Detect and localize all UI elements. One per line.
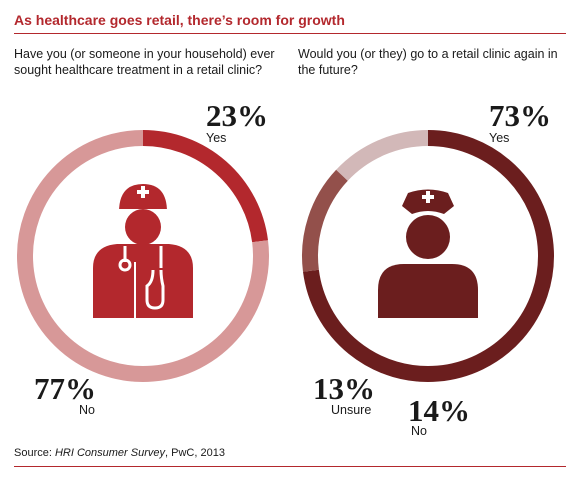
- right-no-percent: 14%: [408, 393, 470, 428]
- doctor-icon: [93, 184, 193, 318]
- source-survey-name: HRI Consumer Survey: [54, 447, 166, 459]
- source-suffix: , PwC, 2013: [165, 447, 225, 459]
- source-note: Source: HRI Consumer Survey, PwC, 2013: [14, 447, 225, 459]
- left-no-label: No: [79, 403, 95, 417]
- left-donut: [17, 130, 269, 382]
- right-donut: [302, 130, 554, 382]
- left-question: Have you (or someone in your household) …: [14, 47, 275, 77]
- right-yes-label: Yes: [489, 131, 510, 145]
- left-yes-label: Yes: [206, 131, 227, 145]
- chart-title: As healthcare goes retail, there’s room …: [14, 12, 345, 28]
- source-divider: [14, 466, 566, 467]
- left-yes-percent: 23%: [206, 98, 268, 133]
- left-no-percent: 77%: [34, 371, 96, 406]
- right-unsure-label: Unsure: [331, 403, 372, 417]
- right-donut-slice-no: [302, 169, 348, 272]
- right-donut-slice-yes: [302, 130, 554, 382]
- right-question: Would you (or they) go to a retail clini…: [298, 47, 558, 77]
- right-no-label: No: [411, 424, 427, 438]
- source-prefix: Source:: [14, 447, 55, 459]
- left-donut-slice-yes: [142, 130, 269, 243]
- title-divider: [14, 33, 566, 34]
- left-donut-slice-no: [17, 130, 269, 382]
- right-donut-slice-unsure: [336, 130, 429, 181]
- right-yes-percent: 73%: [489, 98, 551, 133]
- nurse-icon: [378, 189, 478, 318]
- right-unsure-percent: 13%: [313, 371, 375, 406]
